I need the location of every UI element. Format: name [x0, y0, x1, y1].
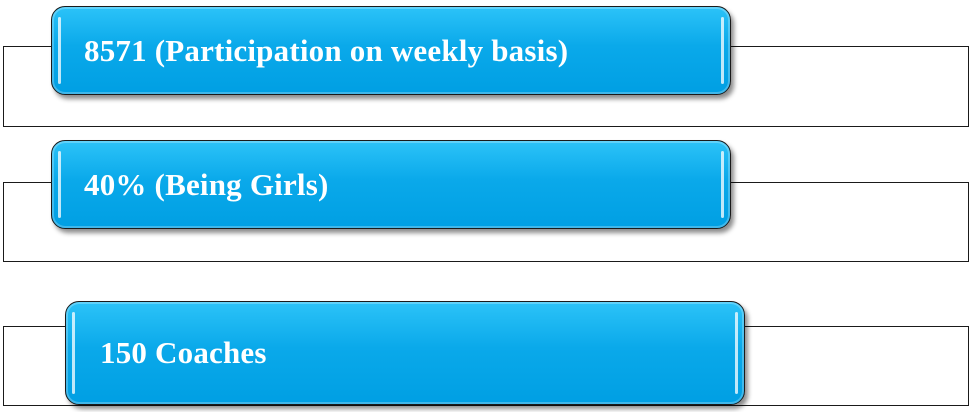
- stat-label-participation: 8571 (Participation on weekly basis): [84, 32, 569, 68]
- stat-label-coaches: 150 Coaches: [100, 335, 267, 370]
- stat-pill-participation: 8571 (Participation on weekly basis): [51, 6, 731, 95]
- stat-label-girls: 40% (Being Girls): [84, 166, 329, 202]
- stat-pill-girls: 40% (Being Girls): [51, 140, 731, 229]
- stat-pill-coaches: 150 Coaches: [65, 301, 745, 405]
